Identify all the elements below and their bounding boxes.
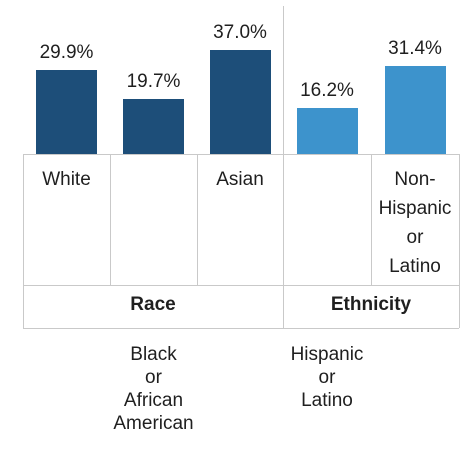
category-label-3: Asian xyxy=(216,169,264,190)
group-label-race: Race xyxy=(130,294,176,315)
bar-5 xyxy=(384,66,446,154)
bar-3 xyxy=(209,50,271,154)
table-left-line xyxy=(23,154,24,328)
data-label-4: 16.2% xyxy=(300,80,354,101)
group-label-ethnicity: Ethnicity xyxy=(330,294,412,315)
data-label-5: 31.4% xyxy=(388,38,442,59)
group-divider xyxy=(283,6,284,328)
table-bottom-line xyxy=(23,328,459,329)
category-label-5: Non- Hispanic or Latino xyxy=(378,169,452,277)
column-divider xyxy=(110,154,111,285)
column-divider xyxy=(197,154,198,285)
category-label-1: White xyxy=(42,169,91,190)
table-right-line xyxy=(459,154,460,328)
table-mid-line xyxy=(23,285,459,286)
bar-1 xyxy=(36,70,97,154)
data-label-1: 29.9% xyxy=(39,42,94,63)
data-label-2: 19.7% xyxy=(126,71,181,92)
table-top-line xyxy=(23,154,459,155)
bar-4 xyxy=(296,108,358,154)
category-label-4: Hispanic or Latino xyxy=(290,344,364,411)
bar-2 xyxy=(123,99,184,154)
data-label-3: 37.0% xyxy=(213,22,267,43)
column-divider xyxy=(371,154,372,285)
category-label-2: Black or African American xyxy=(113,344,194,434)
